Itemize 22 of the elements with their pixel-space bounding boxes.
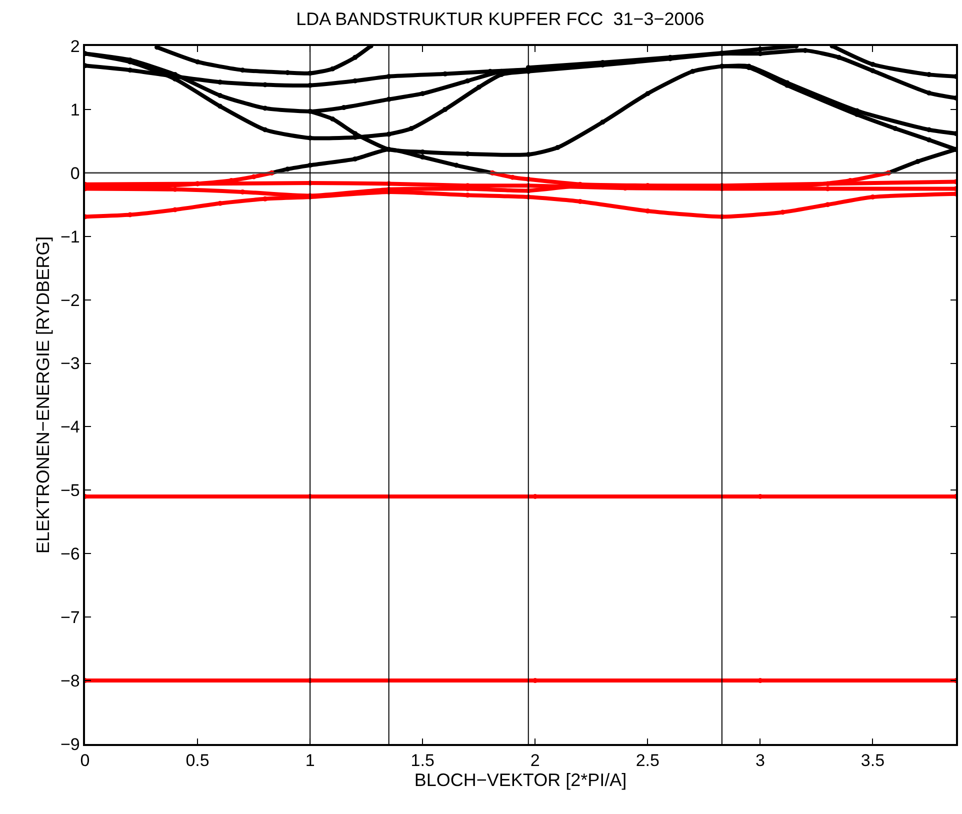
y-axis-title: ELEKTRONEN−ENERGIE [RYDBERG]: [33, 236, 54, 554]
y-tick-label: −5: [60, 481, 80, 500]
x-tick-label: 3.5: [860, 751, 885, 770]
x-tick-label: 0.5: [186, 751, 210, 770]
x-tick-label: 2.5: [636, 751, 660, 770]
y-tick-label: −8: [60, 672, 80, 690]
y-tick-label: −7: [60, 608, 80, 628]
y-tick-label: 0: [70, 164, 80, 183]
y-tick-label: −9: [60, 734, 80, 754]
y-tick-label: −1: [60, 227, 80, 246]
x-tick-label: 2: [530, 751, 540, 770]
y-tick-label: −3: [60, 354, 80, 374]
y-tick-label: −6: [60, 544, 80, 564]
x-axis-title: BLOCH−VEKTOR [2*PI/A]: [414, 770, 627, 790]
chart-title: LDA BANDSTRUKTUR KUPFER FCC 31−3−2006: [296, 8, 704, 29]
x-tick-label: 1: [305, 751, 315, 770]
x-tick-label: 3: [755, 751, 765, 770]
x-tick-label: 1.5: [410, 751, 434, 770]
y-tick-label: 2: [70, 36, 80, 56]
y-tick-label: −2: [60, 290, 80, 310]
y-tick-label: −4: [60, 418, 80, 437]
y-tick-label: 1: [70, 100, 80, 120]
